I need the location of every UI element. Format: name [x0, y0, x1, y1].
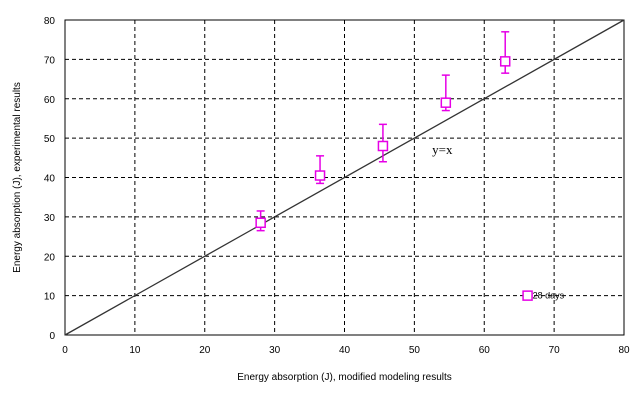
- y-tick-label: 60: [44, 95, 56, 106]
- y-tick-label: 40: [44, 174, 56, 185]
- legend-label: 28 days: [533, 291, 565, 301]
- reference-line-label: y=x: [432, 142, 453, 157]
- reference-line-group: [64, 19, 625, 336]
- y-tick-label: 50: [44, 134, 56, 145]
- reference-label-background: [422, 139, 463, 160]
- y-tick-label: 70: [44, 55, 56, 66]
- legend: 28 days: [522, 290, 565, 301]
- data-point: [377, 140, 389, 152]
- series-group: [255, 31, 511, 232]
- x-tick-label: 50: [409, 345, 421, 356]
- y-tick-label: 20: [44, 252, 56, 263]
- x-tick-label: 40: [339, 345, 351, 356]
- data-point: [255, 217, 266, 229]
- data-point: [314, 170, 326, 181]
- y-tick-label: 10: [44, 292, 56, 303]
- x-tick-label: 30: [269, 345, 281, 356]
- data-point: [499, 56, 511, 67]
- x-tick-label: 0: [62, 345, 68, 356]
- x-tick-label: 20: [199, 345, 211, 356]
- data-point: [440, 97, 452, 108]
- y-tick-label: 0: [49, 331, 55, 342]
- x-tick-label: 10: [129, 345, 141, 356]
- y-tick-label: 30: [44, 213, 56, 224]
- grid-lines: [65, 20, 624, 335]
- y-tick-label: 80: [44, 16, 56, 27]
- y-axis-title: Energy absorption (J), experimental resu…: [12, 82, 23, 273]
- x-tick-label: 70: [549, 345, 561, 356]
- plot-frame: [64, 19, 625, 336]
- y-tick-labels: 0 10 20 30 40 50 60 70 80: [44, 16, 56, 342]
- x-tick-label: 60: [479, 345, 491, 356]
- x-axis-title: Energy absorption (J), modified modeling…: [237, 372, 452, 383]
- x-tick-labels: 0 10 20 30 40 50 60 70 80: [62, 345, 630, 356]
- legend-marker-square: [522, 290, 533, 301]
- x-tick-label: 80: [618, 345, 630, 356]
- reference-line: [64, 19, 625, 336]
